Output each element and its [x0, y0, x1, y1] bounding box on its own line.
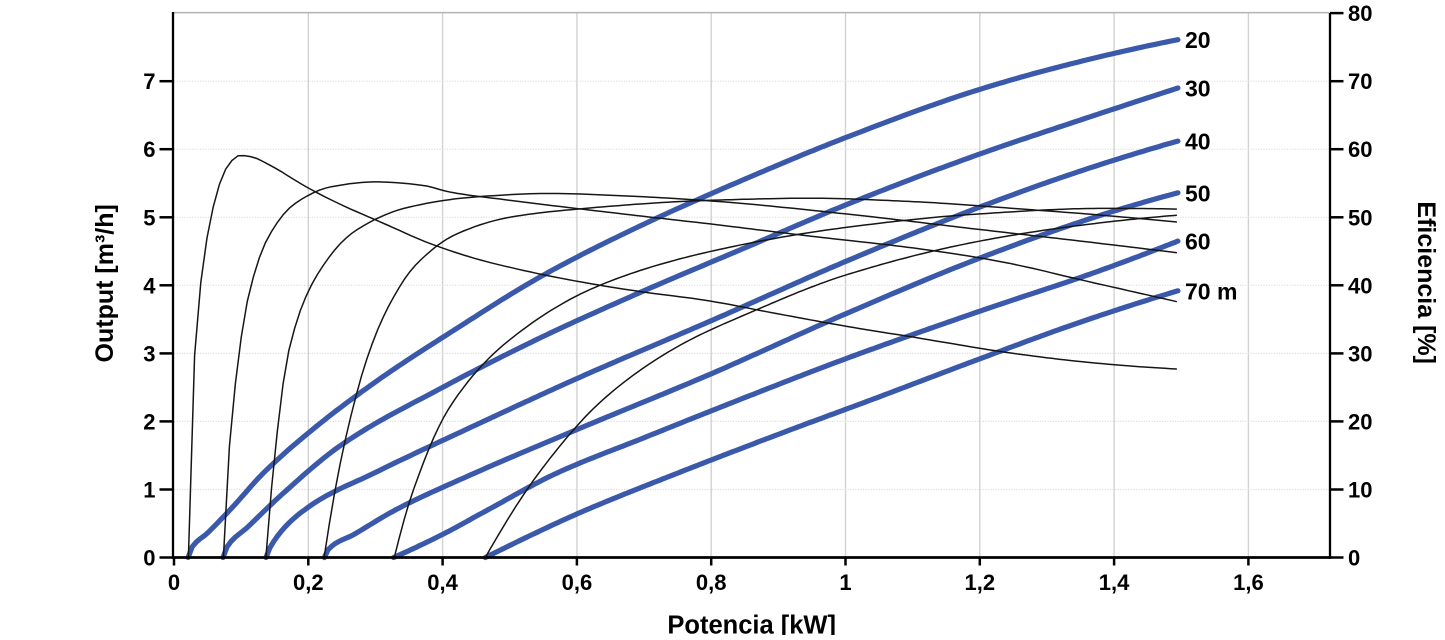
svg-text:10: 10 — [1348, 478, 1372, 503]
svg-text:1: 1 — [839, 570, 851, 595]
svg-text:0: 0 — [143, 546, 155, 571]
svg-text:3: 3 — [143, 341, 155, 366]
svg-text:0: 0 — [1348, 546, 1360, 571]
svg-text:40: 40 — [1185, 129, 1211, 155]
svg-text:80: 80 — [1348, 1, 1372, 26]
svg-text:40: 40 — [1348, 273, 1372, 298]
svg-text:2: 2 — [143, 409, 155, 434]
svg-text:1: 1 — [143, 478, 155, 503]
svg-text:70 m: 70 m — [1185, 278, 1237, 304]
svg-text:Output [m³/h]: Output [m³/h] — [91, 204, 119, 362]
svg-text:20: 20 — [1348, 409, 1372, 434]
svg-text:Potencia [kW]: Potencia [kW] — [667, 612, 836, 636]
svg-text:1,2: 1,2 — [965, 570, 996, 595]
svg-text:6: 6 — [143, 137, 155, 162]
svg-text:1,4: 1,4 — [1099, 570, 1130, 595]
svg-text:0,8: 0,8 — [696, 570, 727, 595]
svg-text:Eficiencia [%]: Eficiencia [%] — [1412, 201, 1440, 364]
svg-text:7: 7 — [143, 69, 155, 94]
svg-text:30: 30 — [1348, 341, 1372, 366]
svg-text:0: 0 — [168, 570, 180, 595]
svg-text:0,2: 0,2 — [293, 570, 324, 595]
svg-text:50: 50 — [1348, 205, 1372, 230]
svg-text:0,4: 0,4 — [427, 570, 458, 595]
svg-text:20: 20 — [1185, 27, 1211, 53]
svg-text:30: 30 — [1185, 76, 1211, 102]
svg-text:50: 50 — [1185, 180, 1211, 206]
svg-text:60: 60 — [1348, 137, 1372, 162]
svg-text:4: 4 — [143, 273, 156, 298]
svg-text:5: 5 — [143, 205, 155, 230]
svg-text:60: 60 — [1185, 229, 1211, 255]
svg-text:1,6: 1,6 — [1233, 570, 1264, 595]
svg-text:0,6: 0,6 — [562, 570, 593, 595]
svg-text:70: 70 — [1348, 69, 1372, 94]
